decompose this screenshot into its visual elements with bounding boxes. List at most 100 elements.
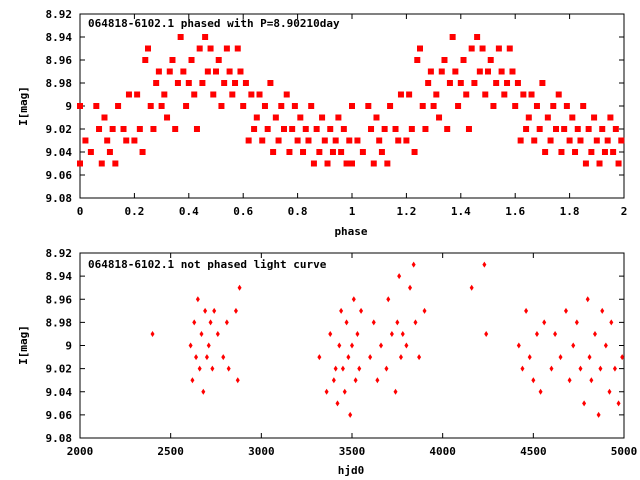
data-point	[524, 307, 529, 314]
data-point	[389, 330, 394, 337]
x-tick-label: 2500	[157, 445, 184, 458]
data-point	[582, 160, 589, 167]
data-point	[572, 149, 579, 155]
data-point	[430, 103, 437, 109]
data-point	[465, 126, 472, 132]
data-point	[516, 342, 521, 349]
data-point	[342, 388, 347, 395]
data-point	[468, 45, 475, 52]
data-point	[427, 68, 434, 75]
data-point	[98, 160, 105, 167]
data-point	[506, 45, 513, 52]
data-point	[381, 126, 388, 132]
data-point	[441, 57, 448, 63]
data-point	[487, 57, 494, 63]
x-tick-label: 0.4	[179, 205, 199, 218]
ylabel-top: I[mag]	[17, 86, 30, 126]
data-point	[596, 411, 601, 418]
x-tick-label: 0.6	[233, 205, 253, 218]
data-point	[563, 103, 570, 109]
data-point	[289, 126, 296, 132]
data-point	[328, 330, 333, 337]
data-point	[317, 354, 322, 361]
data-point	[359, 149, 366, 155]
data-point	[218, 103, 225, 109]
data-point	[368, 354, 373, 361]
data-point	[199, 330, 204, 337]
data-point	[620, 354, 625, 361]
data-point	[404, 342, 409, 349]
data-point	[373, 114, 380, 121]
data-point	[191, 91, 198, 98]
data-point	[612, 126, 619, 132]
x-tick-label: 1.4	[451, 205, 471, 218]
data-point	[406, 91, 413, 98]
x-tick-label: 1.2	[396, 205, 416, 218]
data-point	[514, 80, 521, 86]
data-point	[425, 80, 432, 86]
data-point	[199, 80, 206, 86]
data-point	[115, 103, 122, 109]
x-tick-label: 5000	[611, 445, 638, 458]
data-point	[147, 103, 154, 109]
data-point	[571, 342, 576, 349]
data-point	[174, 80, 181, 86]
data-point	[463, 91, 470, 98]
data-point	[457, 80, 464, 86]
data-point	[538, 388, 543, 395]
data-point	[145, 45, 151, 52]
data-point	[240, 103, 247, 109]
data-point	[531, 377, 536, 384]
xlabel-bottom: hjd0	[338, 464, 365, 477]
data-point	[588, 149, 595, 155]
data-point	[319, 114, 326, 121]
data-point	[601, 149, 608, 155]
data-point	[501, 91, 508, 98]
data-point	[485, 68, 491, 75]
data-point	[202, 34, 209, 40]
data-point	[610, 149, 617, 155]
data-point	[109, 126, 116, 132]
data-point	[539, 80, 546, 86]
data-point	[349, 160, 355, 167]
data-point	[232, 80, 239, 86]
data-point	[256, 91, 263, 98]
data-point	[93, 103, 100, 109]
x-tick-label: 1.6	[505, 205, 525, 218]
data-point	[569, 114, 576, 121]
data-point	[479, 45, 486, 52]
data-point	[192, 319, 197, 326]
data-point	[351, 296, 356, 303]
y-tick-label: 8.96	[46, 54, 73, 67]
data-point	[136, 126, 143, 132]
data-point	[525, 114, 532, 121]
data-point	[395, 319, 400, 326]
data-point	[153, 80, 160, 86]
data-point	[616, 400, 621, 407]
x-tick-label: 2	[621, 205, 628, 218]
data-point	[275, 137, 282, 144]
data-point	[585, 296, 590, 303]
data-point	[438, 68, 445, 75]
data-point	[134, 91, 141, 98]
data-point	[403, 137, 410, 144]
data-point	[370, 160, 377, 167]
data-point	[344, 319, 349, 326]
data-point	[471, 80, 478, 86]
data-point	[253, 114, 260, 121]
data-point	[201, 388, 206, 395]
data-point	[531, 137, 538, 144]
data-point	[517, 137, 524, 144]
data-point	[523, 126, 530, 132]
title-bottom: 064818-6102.1 not phased light curve	[88, 258, 327, 271]
data-point	[251, 126, 258, 132]
data-point	[305, 137, 312, 144]
data-point	[592, 330, 597, 337]
data-point	[408, 126, 415, 132]
data-point	[348, 411, 353, 418]
data-point	[607, 114, 614, 121]
data-point	[204, 68, 211, 75]
data-point	[335, 400, 340, 407]
data-point	[553, 126, 559, 132]
